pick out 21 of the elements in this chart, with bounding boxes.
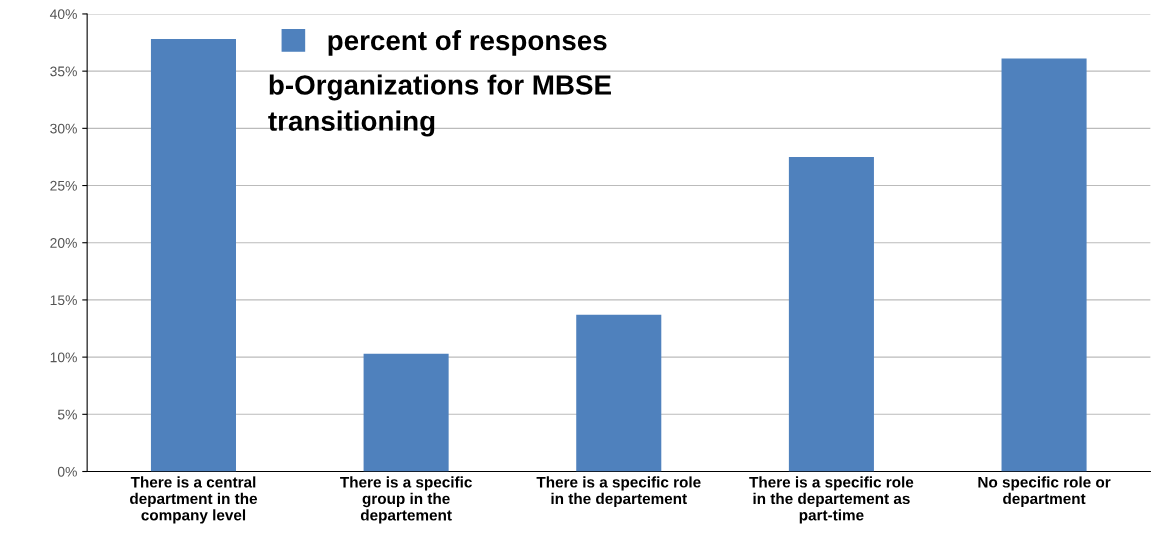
y-tick-label: 10% xyxy=(50,352,77,363)
x-tick-label: There is a specific role in the departement as part-time xyxy=(749,476,914,524)
y-tick-label: 5% xyxy=(57,409,77,420)
bar xyxy=(150,39,236,472)
bar xyxy=(576,314,662,472)
text: b-Organizations for MBSE transitioning xyxy=(268,74,611,137)
x-tick-label: There is a central department in the company level xyxy=(130,476,258,524)
y-tick-label: 30% xyxy=(50,123,77,134)
x-tick-label: There is a specific role in the departement xyxy=(536,476,701,508)
bar xyxy=(363,353,449,472)
y-tick-label: 20% xyxy=(50,238,77,248)
x-tick-label: There is a specific group in the departement xyxy=(340,476,472,524)
x-tick-label: No specific role or department xyxy=(978,476,1111,508)
legend-label: percent of responses xyxy=(328,29,607,56)
y-tick-label: 25% xyxy=(50,180,77,191)
y-tick-label: 0% xyxy=(57,466,77,477)
bar xyxy=(788,156,874,472)
y-tick-label: 35% xyxy=(50,66,77,77)
y-tick-label: 15% xyxy=(50,295,77,306)
bar xyxy=(1001,58,1087,472)
y-tick-label: 40% xyxy=(49,9,77,20)
